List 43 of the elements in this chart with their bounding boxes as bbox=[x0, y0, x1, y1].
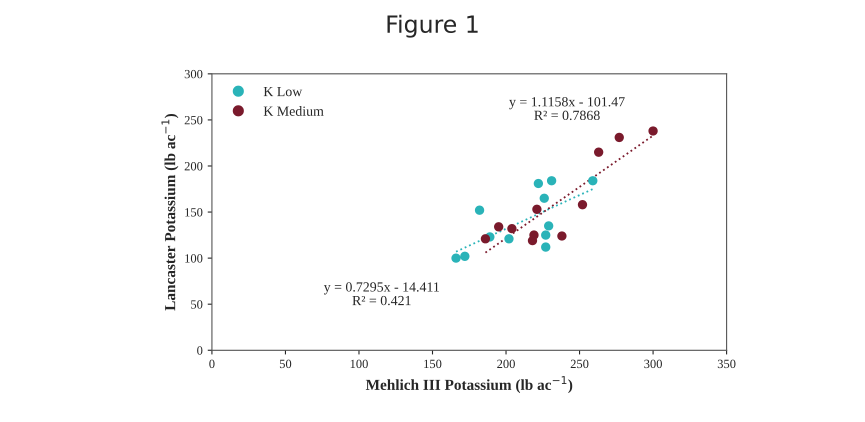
legend-label: K Low bbox=[264, 86, 302, 96]
point bbox=[614, 132, 624, 142]
point bbox=[504, 234, 514, 244]
y-tick-label: 50 bbox=[191, 300, 202, 309]
point bbox=[474, 206, 484, 215]
point bbox=[594, 148, 604, 157]
x-tick-label: 300 bbox=[644, 360, 662, 368]
x-axis-title: Mehlich III Potassium (lb ac$^{−1}$) bbox=[366, 376, 572, 394]
y-tick-label: 300 bbox=[184, 70, 202, 78]
point bbox=[460, 252, 470, 261]
point bbox=[540, 194, 549, 203]
annotation: y = 1.1158x - 101.47 R² = 0.7868 bbox=[509, 97, 625, 120]
chart-title: Figure 1 bbox=[388, 14, 478, 38]
y-tick-label: 0 bbox=[197, 346, 202, 355]
point bbox=[534, 178, 544, 188]
x-tick-label: 350 bbox=[718, 360, 736, 368]
annotation: y = 0.7295x - 14.411 R² = 0.421 bbox=[324, 282, 439, 306]
point bbox=[494, 222, 504, 232]
y-tick-label: 200 bbox=[184, 162, 202, 170]
point bbox=[541, 230, 550, 240]
point bbox=[451, 253, 461, 263]
y-tick-label: 250 bbox=[184, 116, 202, 124]
x-tick-label: 250 bbox=[570, 360, 588, 368]
x-tick-label: 150 bbox=[424, 360, 442, 368]
point bbox=[532, 204, 542, 214]
x-tick-label: 0 bbox=[209, 360, 215, 368]
x-tick-label: 50 bbox=[280, 360, 292, 368]
legend-label: K Medium bbox=[264, 106, 324, 116]
point bbox=[546, 176, 556, 186]
x-tick-label: 100 bbox=[350, 360, 368, 368]
y-tick-label: 150 bbox=[185, 208, 202, 217]
point bbox=[507, 224, 517, 234]
y-tick-label: 100 bbox=[185, 254, 202, 263]
point bbox=[648, 126, 658, 136]
point bbox=[480, 234, 490, 244]
point bbox=[544, 221, 554, 231]
point bbox=[541, 242, 550, 252]
point bbox=[588, 176, 598, 186]
y-axis-title: Lancaster Potassium (lb ac$^{−1}$) bbox=[161, 114, 178, 311]
point bbox=[557, 231, 567, 241]
point bbox=[578, 200, 588, 210]
point bbox=[528, 236, 538, 246]
x-tick-label: 200 bbox=[497, 360, 515, 368]
